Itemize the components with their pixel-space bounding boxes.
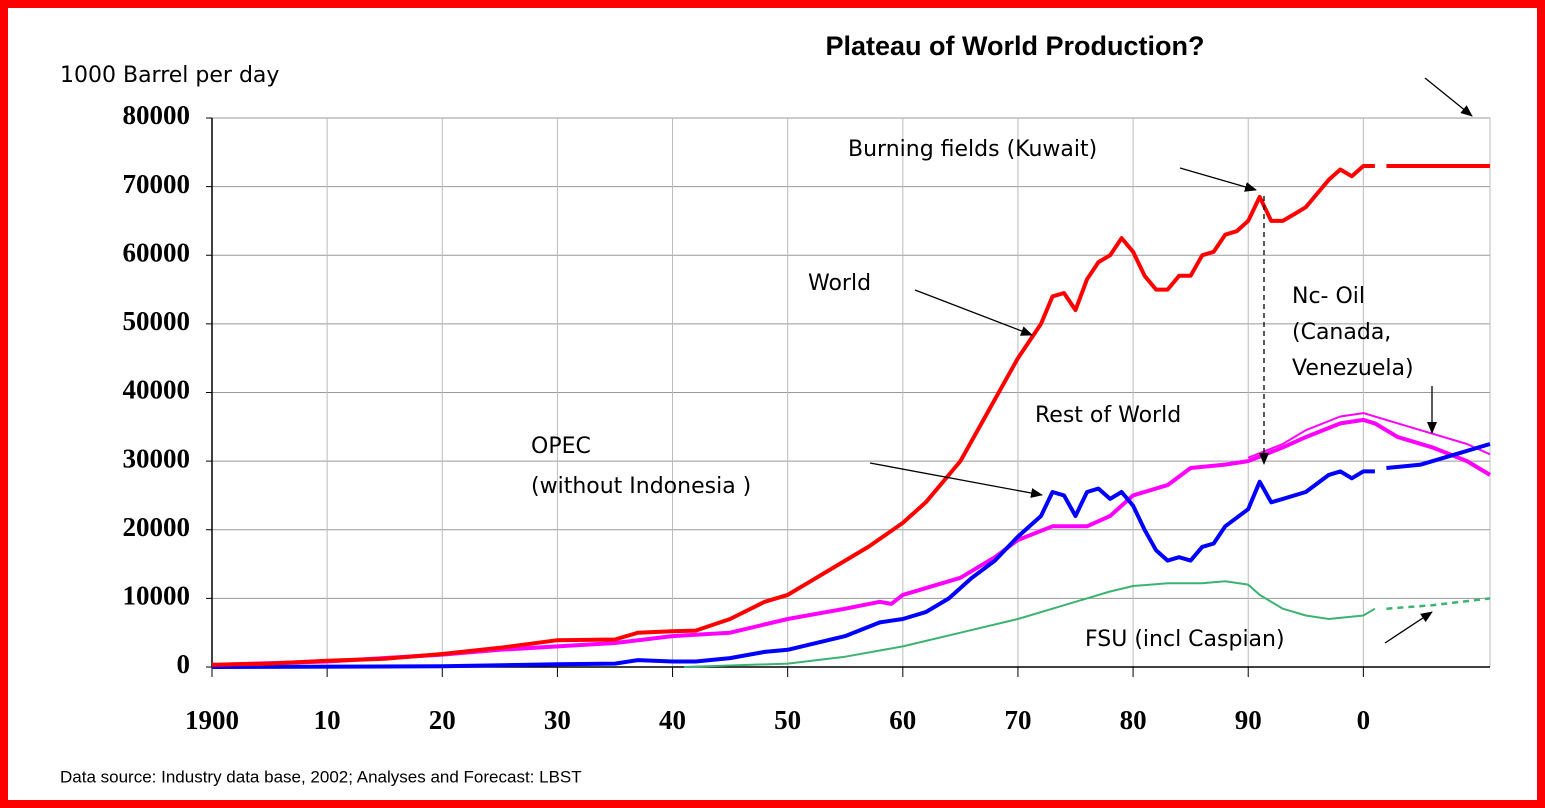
series-line — [1247, 412, 1491, 459]
arrow — [914, 289, 1033, 336]
annotation: Burning fields (Kuwait) — [848, 137, 1097, 162]
x-tick-label: 30 — [544, 705, 571, 735]
y-tick-label: 30000 — [123, 443, 191, 473]
arrows — [869, 77, 1473, 644]
arrow — [1384, 611, 1433, 644]
y-tick-label: 10000 — [123, 581, 191, 611]
chart-title: Plateau of World Production? — [825, 31, 1204, 61]
x-tick-label: 40 — [659, 705, 686, 735]
x-tick-label: 10 — [314, 705, 341, 735]
annotation: OPEC — [531, 434, 591, 459]
annotation: (without Indonesia ) — [531, 474, 751, 499]
source-note: Data source: Industry data base, 2002; A… — [60, 767, 582, 786]
annotation: World — [808, 271, 871, 296]
grid: 0 10000 20000 30000 40000 50000 60000 70000 8000… — [123, 100, 1491, 735]
series-line — [211, 164, 1375, 667]
arrow — [1424, 77, 1473, 117]
series-line — [1386, 597, 1491, 610]
arrow — [869, 462, 1043, 498]
y-tick-label: 40000 — [123, 375, 191, 405]
x-tick-label: 80 — [1120, 705, 1147, 735]
y-tick-label: 80000 — [123, 100, 191, 130]
y-tick-label: 50000 — [123, 306, 191, 336]
x-tick-label: 90 — [1235, 705, 1262, 735]
series-line — [1386, 442, 1491, 470]
x-tick-label: 0 — [1357, 705, 1371, 735]
series-line — [684, 580, 1376, 668]
lines — [211, 164, 1492, 669]
y-tick-label: 70000 — [123, 169, 191, 199]
annotation: FSU (incl Caspian) — [1085, 627, 1285, 652]
annotation: (Canada, — [1292, 320, 1391, 345]
annotation: Nc- Oil — [1292, 284, 1365, 309]
x-tick-label: 50 — [774, 705, 801, 735]
annotation: Rest of World — [1035, 403, 1181, 428]
y-axis-label: 1000 Barrel per day — [60, 63, 279, 88]
y-tick-label: 20000 — [123, 512, 191, 542]
y-tick-label: 0 — [177, 649, 191, 679]
annotation: Venezuela) — [1292, 356, 1414, 381]
y-tick-label: 60000 — [123, 237, 191, 267]
arrow — [1179, 167, 1257, 192]
x-tick-label: 60 — [889, 705, 916, 735]
x-tick-label: 1900 — [185, 705, 239, 735]
x-tick-label: 70 — [1004, 705, 1031, 735]
x-tick-label: 20 — [429, 705, 456, 735]
series-line — [211, 469, 1375, 669]
series-line — [211, 417, 1492, 667]
